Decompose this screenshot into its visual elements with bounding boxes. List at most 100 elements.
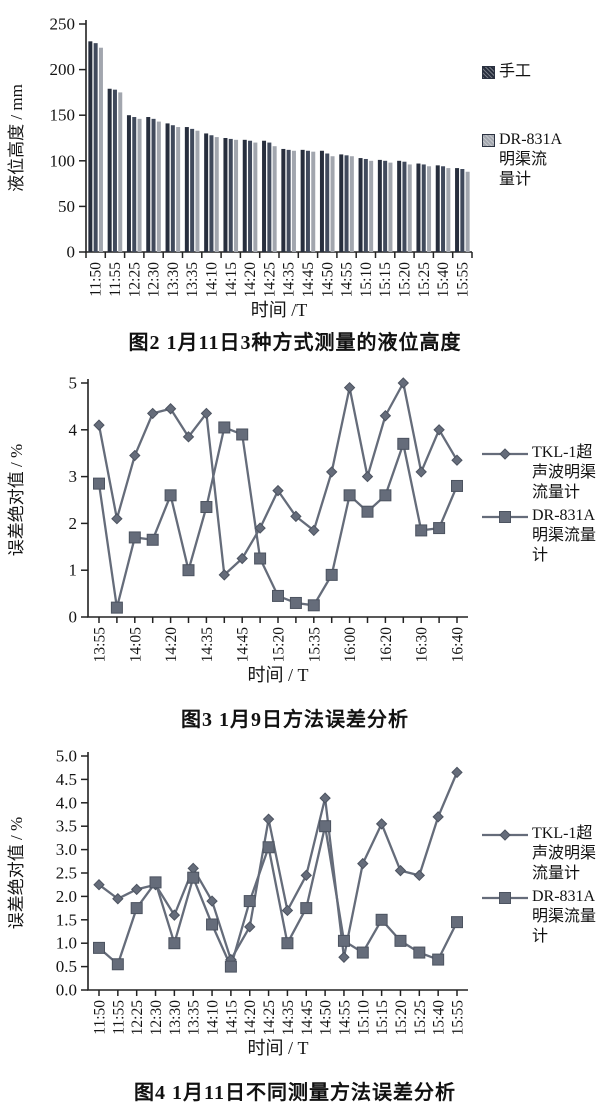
- y-axis-title: 误差绝对值 / %: [7, 444, 26, 556]
- x-tick-label: 13:35: [186, 1000, 203, 1036]
- line-chart-error-jan9: 0 1 2 3 4 5 误差绝对值 / % 时间 / T 13:55 14:05 14:20 14:3…: [7, 374, 468, 685]
- data-point-square: [319, 820, 332, 833]
- bar: [460, 169, 465, 252]
- x-tick-label: 14:05: [127, 627, 144, 663]
- legend-label: TKL-1超 声波明渠 流量计: [532, 444, 597, 501]
- axis: [87, 379, 468, 618]
- data-point-diamond: [164, 403, 177, 415]
- bar: [286, 149, 291, 252]
- legend-item: 手工: [482, 62, 600, 82]
- y-tick-label: 150: [50, 106, 76, 125]
- bar: [300, 149, 305, 252]
- y-tick-label: 0: [69, 608, 78, 627]
- legend-label: DR-831A 明渠流 量计: [499, 131, 563, 188]
- data-point-diamond: [112, 893, 124, 905]
- bar: [126, 115, 131, 252]
- x-tick-label: 16:30: [414, 627, 431, 663]
- bar: [204, 133, 209, 252]
- x-tick-label: 14:35: [199, 627, 216, 663]
- y-tick-label: 1.0: [56, 934, 77, 953]
- x-tick-label: 14:15: [223, 262, 240, 298]
- x-tick-label: 12:25: [126, 262, 143, 298]
- data-point-diamond: [379, 410, 392, 422]
- bar: [339, 154, 344, 252]
- data-point-diamond: [499, 448, 511, 460]
- data-point-diamond: [394, 864, 407, 877]
- bar: [435, 165, 440, 252]
- data-point-diamond: [111, 513, 123, 525]
- legend-swatch-icon: [482, 134, 495, 147]
- bar: [98, 47, 103, 252]
- data-point-square: [272, 589, 284, 602]
- x-tick-label: 11:55: [107, 262, 124, 297]
- bar: [305, 150, 310, 252]
- x-tick-label: 15:20: [396, 262, 413, 298]
- bar: [388, 162, 393, 252]
- data-point-square: [146, 533, 159, 546]
- x-tick-label: 14:55: [336, 1000, 353, 1036]
- y-tick-label: 0: [67, 243, 76, 262]
- figure-2-legend: 手工 DR-831A 明渠流 量计: [482, 62, 600, 238]
- figure-3-caption: 图3 1月9日方法误差分析: [181, 709, 409, 731]
- x-tick-label: 13:30: [167, 1000, 184, 1036]
- x-tick-label: 13:55: [92, 627, 109, 663]
- data-point-diamond: [415, 466, 427, 478]
- x-tick-label: 16:20: [378, 627, 395, 663]
- x-tick-label: 15:10: [355, 1000, 372, 1036]
- data-point-square: [224, 960, 237, 973]
- y-tick-label: 3.0: [56, 840, 77, 859]
- x-tick-label: 15:40: [431, 1000, 448, 1036]
- data-point-diamond: [93, 878, 105, 891]
- x-tick-label: 15:55: [454, 262, 471, 298]
- data-point-square: [451, 916, 463, 929]
- axis: [87, 752, 468, 991]
- x-axis-title: 时间 /T: [251, 300, 308, 320]
- bar: [349, 156, 354, 252]
- x-tick-label: 14:50: [319, 262, 336, 298]
- x-tick-label: 14:20: [163, 627, 180, 663]
- x-tick-label: 15:20: [393, 1000, 410, 1036]
- bar: [93, 43, 98, 252]
- data-point-square: [394, 934, 407, 947]
- data-point-diamond: [93, 419, 105, 431]
- data-point-square: [93, 477, 105, 490]
- data-point-diamond: [451, 454, 463, 466]
- data-point-square: [254, 552, 267, 565]
- bar: [446, 168, 451, 252]
- data-point-square: [325, 568, 338, 581]
- x-tick-label: 15:40: [435, 262, 452, 298]
- data-point-square: [164, 489, 177, 502]
- data-point-square: [262, 841, 275, 854]
- data-point-diamond: [146, 407, 159, 420]
- data-point-square: [300, 902, 313, 915]
- y-tick-label: 2.5: [56, 864, 77, 883]
- legend-marker-icon: [482, 448, 528, 460]
- bar: [223, 138, 228, 252]
- legend-item: DR-831A 明渠流量 计: [482, 506, 600, 566]
- bar: [311, 151, 316, 252]
- bar: [441, 166, 446, 252]
- bar: [363, 158, 368, 252]
- y-tick-label: 250: [50, 15, 76, 34]
- bar: [132, 117, 137, 252]
- data-point-square: [375, 913, 388, 926]
- x-tick-label: 14:35: [281, 262, 298, 298]
- bar: [267, 142, 272, 252]
- x-tick-label: 11:50: [92, 1000, 109, 1035]
- x-tick-label: 16:40: [450, 627, 467, 663]
- x-tick-label: 15:25: [412, 1000, 429, 1036]
- data-point-diamond: [218, 569, 231, 581]
- bar: [170, 125, 175, 252]
- data-point-square: [218, 421, 231, 434]
- legend-item: TKL-1超 声波明渠 流量计: [482, 443, 600, 503]
- bar: [242, 139, 247, 252]
- data-point-diamond: [182, 431, 195, 443]
- data-point-diamond: [254, 522, 266, 534]
- y-tick-label: 4.5: [56, 770, 77, 789]
- legend-marker-icon: [482, 511, 528, 523]
- data-point-square: [379, 489, 392, 502]
- y-tick-label: 200: [50, 60, 76, 79]
- axis: [85, 20, 472, 253]
- data-point-diamond: [343, 381, 356, 394]
- x-tick-label: 13:30: [165, 262, 182, 298]
